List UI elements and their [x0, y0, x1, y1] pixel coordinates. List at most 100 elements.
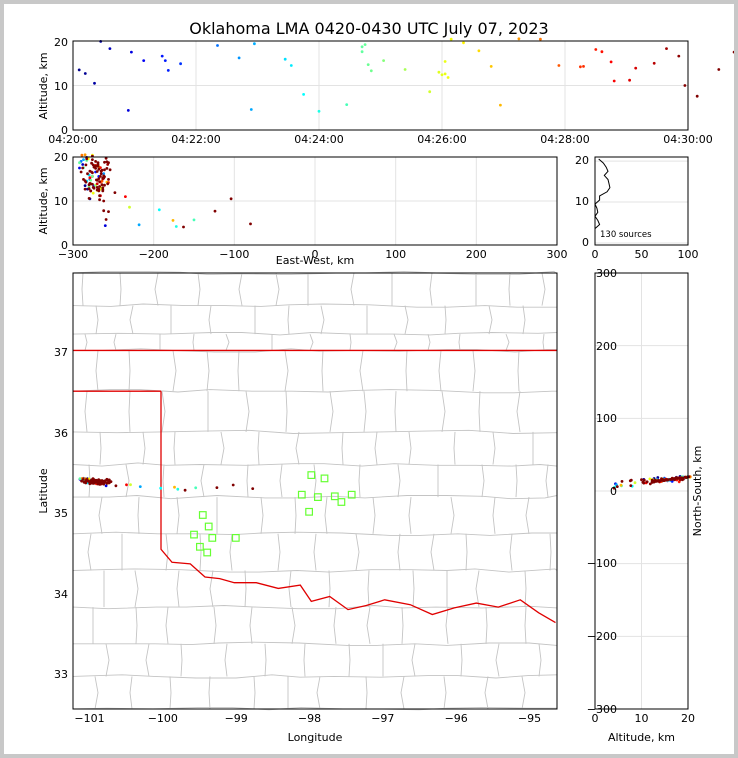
source-point [231, 483, 235, 487]
source-point [654, 479, 658, 483]
source-point [517, 37, 521, 41]
source-point [89, 479, 92, 482]
county-line [288, 570, 292, 608]
source-point [95, 188, 99, 192]
source-point [582, 65, 585, 68]
county-line [397, 533, 401, 571]
county-line [394, 391, 397, 432]
county-line [165, 607, 169, 644]
tick-label: 37 [54, 346, 68, 359]
tick-label: 10 [54, 195, 68, 208]
county-line [348, 643, 351, 677]
source-point [600, 50, 604, 54]
county-line [393, 333, 398, 351]
source-point [91, 158, 94, 162]
source-point [104, 156, 108, 160]
county-line [509, 533, 513, 571]
source-point [114, 484, 118, 488]
county-line [125, 464, 130, 498]
county-line [313, 464, 317, 498]
source-point [98, 185, 101, 188]
source-point [289, 64, 293, 67]
county-line [438, 350, 442, 392]
station-marker [231, 533, 240, 542]
county-line [176, 570, 180, 608]
county-line [541, 272, 546, 306]
tick-label: −300 [58, 248, 88, 261]
source-point [685, 476, 688, 479]
county-line [366, 607, 371, 644]
tick-label: 20 [681, 712, 695, 725]
tick-label: 04:26:00 [417, 133, 466, 146]
source-point [629, 478, 633, 482]
source-point [94, 479, 98, 482]
histogram-xticks: 0 50 100 [592, 248, 699, 261]
source-point [91, 191, 95, 195]
tick-label: 100 [678, 248, 699, 261]
source-point [160, 54, 164, 58]
station-marker [314, 493, 322, 501]
tick-label: 0 [61, 239, 68, 252]
source-point [183, 488, 187, 492]
source-point [229, 197, 233, 201]
county-line [517, 350, 520, 392]
source-point [80, 153, 84, 157]
ns-height-xticks: 0 10 20 [592, 712, 696, 725]
source-point [98, 180, 101, 184]
ns-height-yticks: −300 −200 −100 0 100 200 300 [587, 267, 617, 716]
county-line [444, 305, 447, 335]
source-point [87, 187, 91, 191]
source-point [440, 73, 444, 77]
county-line [445, 607, 449, 644]
source-point [176, 487, 180, 491]
time-height-panel: Altitude, km 0 10 20 04:20:00 04:22:00 0… [37, 36, 734, 146]
source-point [91, 171, 94, 175]
county-line [95, 350, 99, 392]
source-point [113, 191, 117, 195]
source-point [678, 476, 681, 480]
source-point [98, 198, 101, 202]
source-point [283, 57, 287, 61]
source-point [96, 480, 100, 484]
source-point [102, 209, 106, 213]
county-line [400, 676, 405, 710]
source-point [194, 486, 198, 490]
county-line [128, 350, 131, 392]
source-point [579, 65, 582, 69]
source-point [105, 167, 109, 170]
source-point [142, 59, 146, 62]
time-height-ylabel: Altitude, km [37, 52, 50, 119]
source-point [85, 478, 88, 481]
county-line [359, 350, 364, 392]
source-point [104, 484, 108, 488]
source-point [86, 172, 89, 176]
county-line [320, 305, 325, 335]
source-point [666, 478, 669, 481]
state-line [160, 391, 556, 624]
county-line [165, 533, 169, 571]
county-line [372, 497, 376, 534]
source-point [138, 485, 142, 488]
source-point [650, 480, 654, 484]
station-marker [297, 490, 306, 499]
county-line [208, 305, 212, 335]
source-point [642, 481, 646, 485]
tick-label: 04:28:00 [540, 133, 589, 146]
county-line [73, 641, 558, 646]
county-line [429, 272, 433, 306]
source-point [674, 476, 678, 480]
source-point [443, 60, 447, 63]
source-count-label: 130 sources [600, 230, 652, 240]
source-point [213, 209, 217, 213]
source-point [159, 486, 163, 490]
source-point [645, 480, 649, 484]
county-line [72, 531, 557, 536]
county-line [545, 464, 549, 498]
county-line [492, 497, 496, 534]
source-point [166, 69, 170, 72]
source-point [101, 189, 105, 193]
county-line [309, 333, 314, 351]
county-line [135, 607, 138, 644]
source-point [103, 480, 106, 483]
source-point [99, 480, 103, 483]
